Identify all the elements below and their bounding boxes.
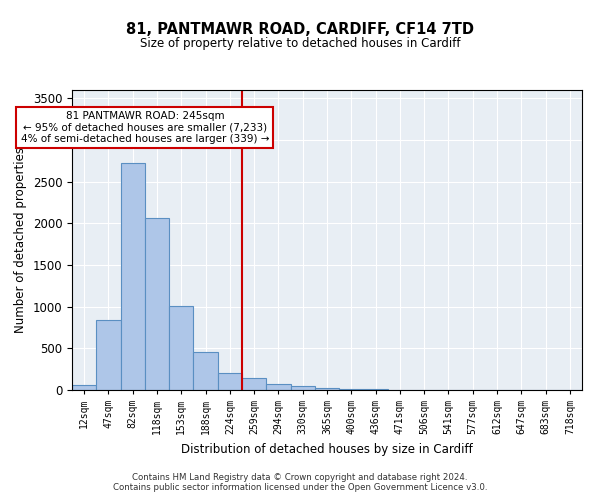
Bar (339, 389, 364, 390)
Text: Contains HM Land Registry data © Crown copyright and database right 2024.: Contains HM Land Registry data © Crown c… (132, 472, 468, 482)
Text: 81 PANTMAWR ROAD: 245sqm
← 95% of detached houses are smaller (7,233)
4% of semi: 81 PANTMAWR ROAD: 245sqm ← 95% of detach… (20, 111, 269, 144)
Bar (242, 378, 266, 390)
Bar (315, 388, 339, 390)
Bar (193, 352, 218, 390)
Bar (121, 162, 145, 390)
X-axis label: Distribution of detached houses by size in Cardiff: Distribution of detached houses by size … (181, 442, 473, 456)
Bar (72, 385, 96, 390)
Y-axis label: Number of detached properties: Number of detached properties (14, 147, 27, 333)
Bar (169, 306, 193, 390)
Bar (218, 373, 242, 390)
Bar (266, 384, 290, 390)
Text: Contains public sector information licensed under the Open Government Licence v3: Contains public sector information licen… (113, 484, 487, 492)
Bar (145, 218, 169, 390)
Bar (96, 320, 121, 390)
Bar (290, 386, 315, 390)
Text: 81, PANTMAWR ROAD, CARDIFF, CF14 7TD: 81, PANTMAWR ROAD, CARDIFF, CF14 7TD (126, 22, 474, 38)
Text: Size of property relative to detached houses in Cardiff: Size of property relative to detached ho… (140, 38, 460, 51)
